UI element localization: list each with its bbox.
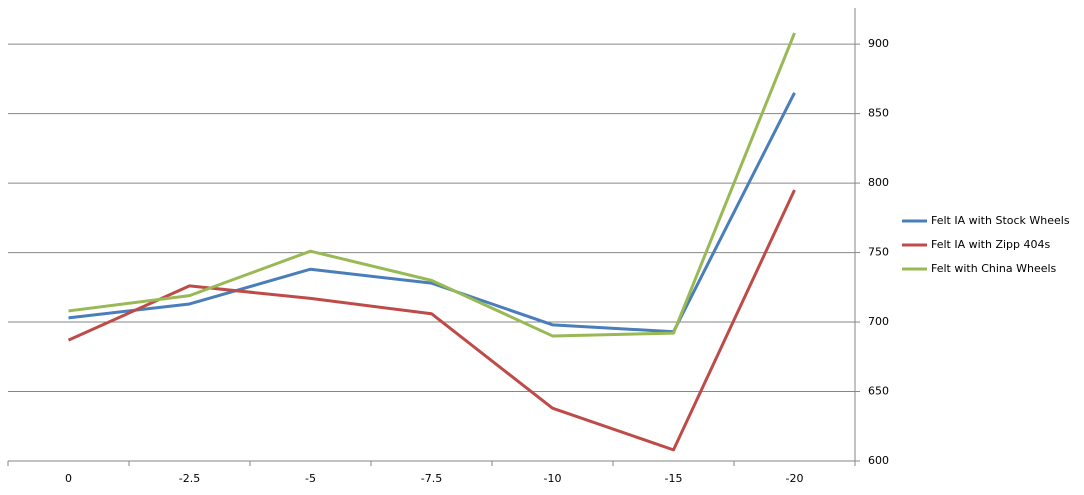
x-tick-label: -20 bbox=[786, 472, 804, 485]
line-series bbox=[68, 32, 796, 338]
legend-label: Felt IA with Zipp 404s bbox=[931, 238, 1051, 251]
y-tick-label: 650 bbox=[868, 385, 889, 398]
x-tick-label: -10 bbox=[544, 472, 562, 485]
x-tick-label: -15 bbox=[665, 472, 683, 485]
legend-label: Felt IA with Stock Wheels bbox=[931, 214, 1070, 227]
y-tick-label: 700 bbox=[868, 315, 889, 328]
line-series bbox=[67, 189, 796, 452]
x-tick-label: -5 bbox=[305, 472, 316, 485]
x-tick-label: -7.5 bbox=[421, 472, 442, 485]
x-tick-label: -2.5 bbox=[179, 472, 200, 485]
x-tick-label: 0 bbox=[65, 472, 72, 485]
y-tick-label: 850 bbox=[868, 107, 889, 120]
y-tick-label: 600 bbox=[868, 454, 889, 467]
y-tick-label: 900 bbox=[868, 37, 889, 50]
y-tick-label: 800 bbox=[868, 176, 889, 189]
y-tick-label: 750 bbox=[868, 246, 889, 259]
legend-label: Felt with China Wheels bbox=[931, 262, 1057, 275]
